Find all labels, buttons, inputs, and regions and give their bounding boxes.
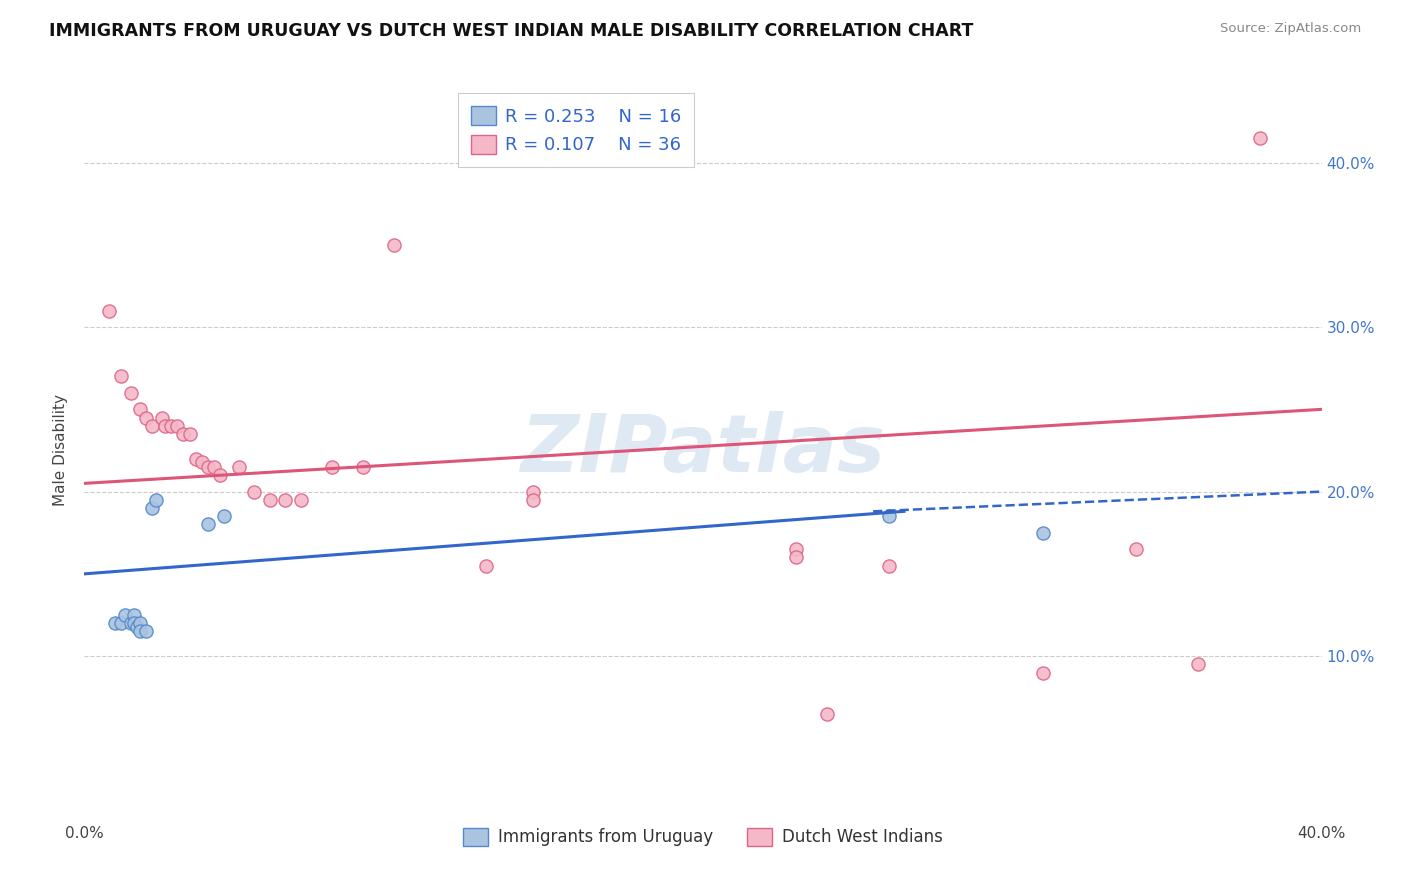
Text: Source: ZipAtlas.com: Source: ZipAtlas.com [1220,22,1361,36]
Point [129,402,152,417]
Point [179,427,201,442]
Point [815,706,838,721]
Point [785,542,807,557]
Point [122,607,145,622]
Point [160,418,183,433]
Point [202,459,225,474]
Point [1249,131,1271,145]
Point [172,427,194,442]
Point [129,616,152,631]
Point [129,624,152,639]
Point [122,616,145,631]
Point [274,492,297,507]
Point [135,410,157,425]
Point [120,616,142,631]
Point [191,455,214,469]
Y-axis label: Male Disability: Male Disability [53,394,69,507]
Point [120,385,142,400]
Point [145,492,167,507]
Text: IMMIGRANTS FROM URUGUAY VS DUTCH WEST INDIAN MALE DISABILITY CORRELATION CHART: IMMIGRANTS FROM URUGUAY VS DUTCH WEST IN… [49,22,973,40]
Point [522,484,544,499]
Point [228,459,250,474]
Point [259,492,281,507]
Point [166,418,188,433]
Point [98,303,121,318]
Point [1032,525,1054,540]
Point [135,624,157,639]
Point [785,550,807,565]
Point [212,509,235,524]
Point [475,558,498,573]
Point [321,459,343,474]
Point [352,459,374,474]
Point [125,619,148,633]
Point [877,509,900,524]
Point [1032,665,1054,680]
Point [1125,542,1147,557]
Point [110,369,132,384]
Point [243,484,266,499]
Legend: Immigrants from Uruguay, Dutch West Indians: Immigrants from Uruguay, Dutch West Indi… [457,821,949,853]
Point [197,517,219,532]
Point [153,418,176,433]
Point [877,558,900,573]
Point [209,468,232,483]
Point [197,459,219,474]
Point [141,501,163,516]
Point [110,616,132,631]
Point [290,492,312,507]
Point [150,410,173,425]
Text: ZIPatlas: ZIPatlas [520,411,886,490]
Point [1187,657,1209,672]
Point [522,492,544,507]
Point [141,418,163,433]
Point [114,607,136,622]
Point [184,451,207,466]
Point [104,616,127,631]
Point [382,237,405,252]
